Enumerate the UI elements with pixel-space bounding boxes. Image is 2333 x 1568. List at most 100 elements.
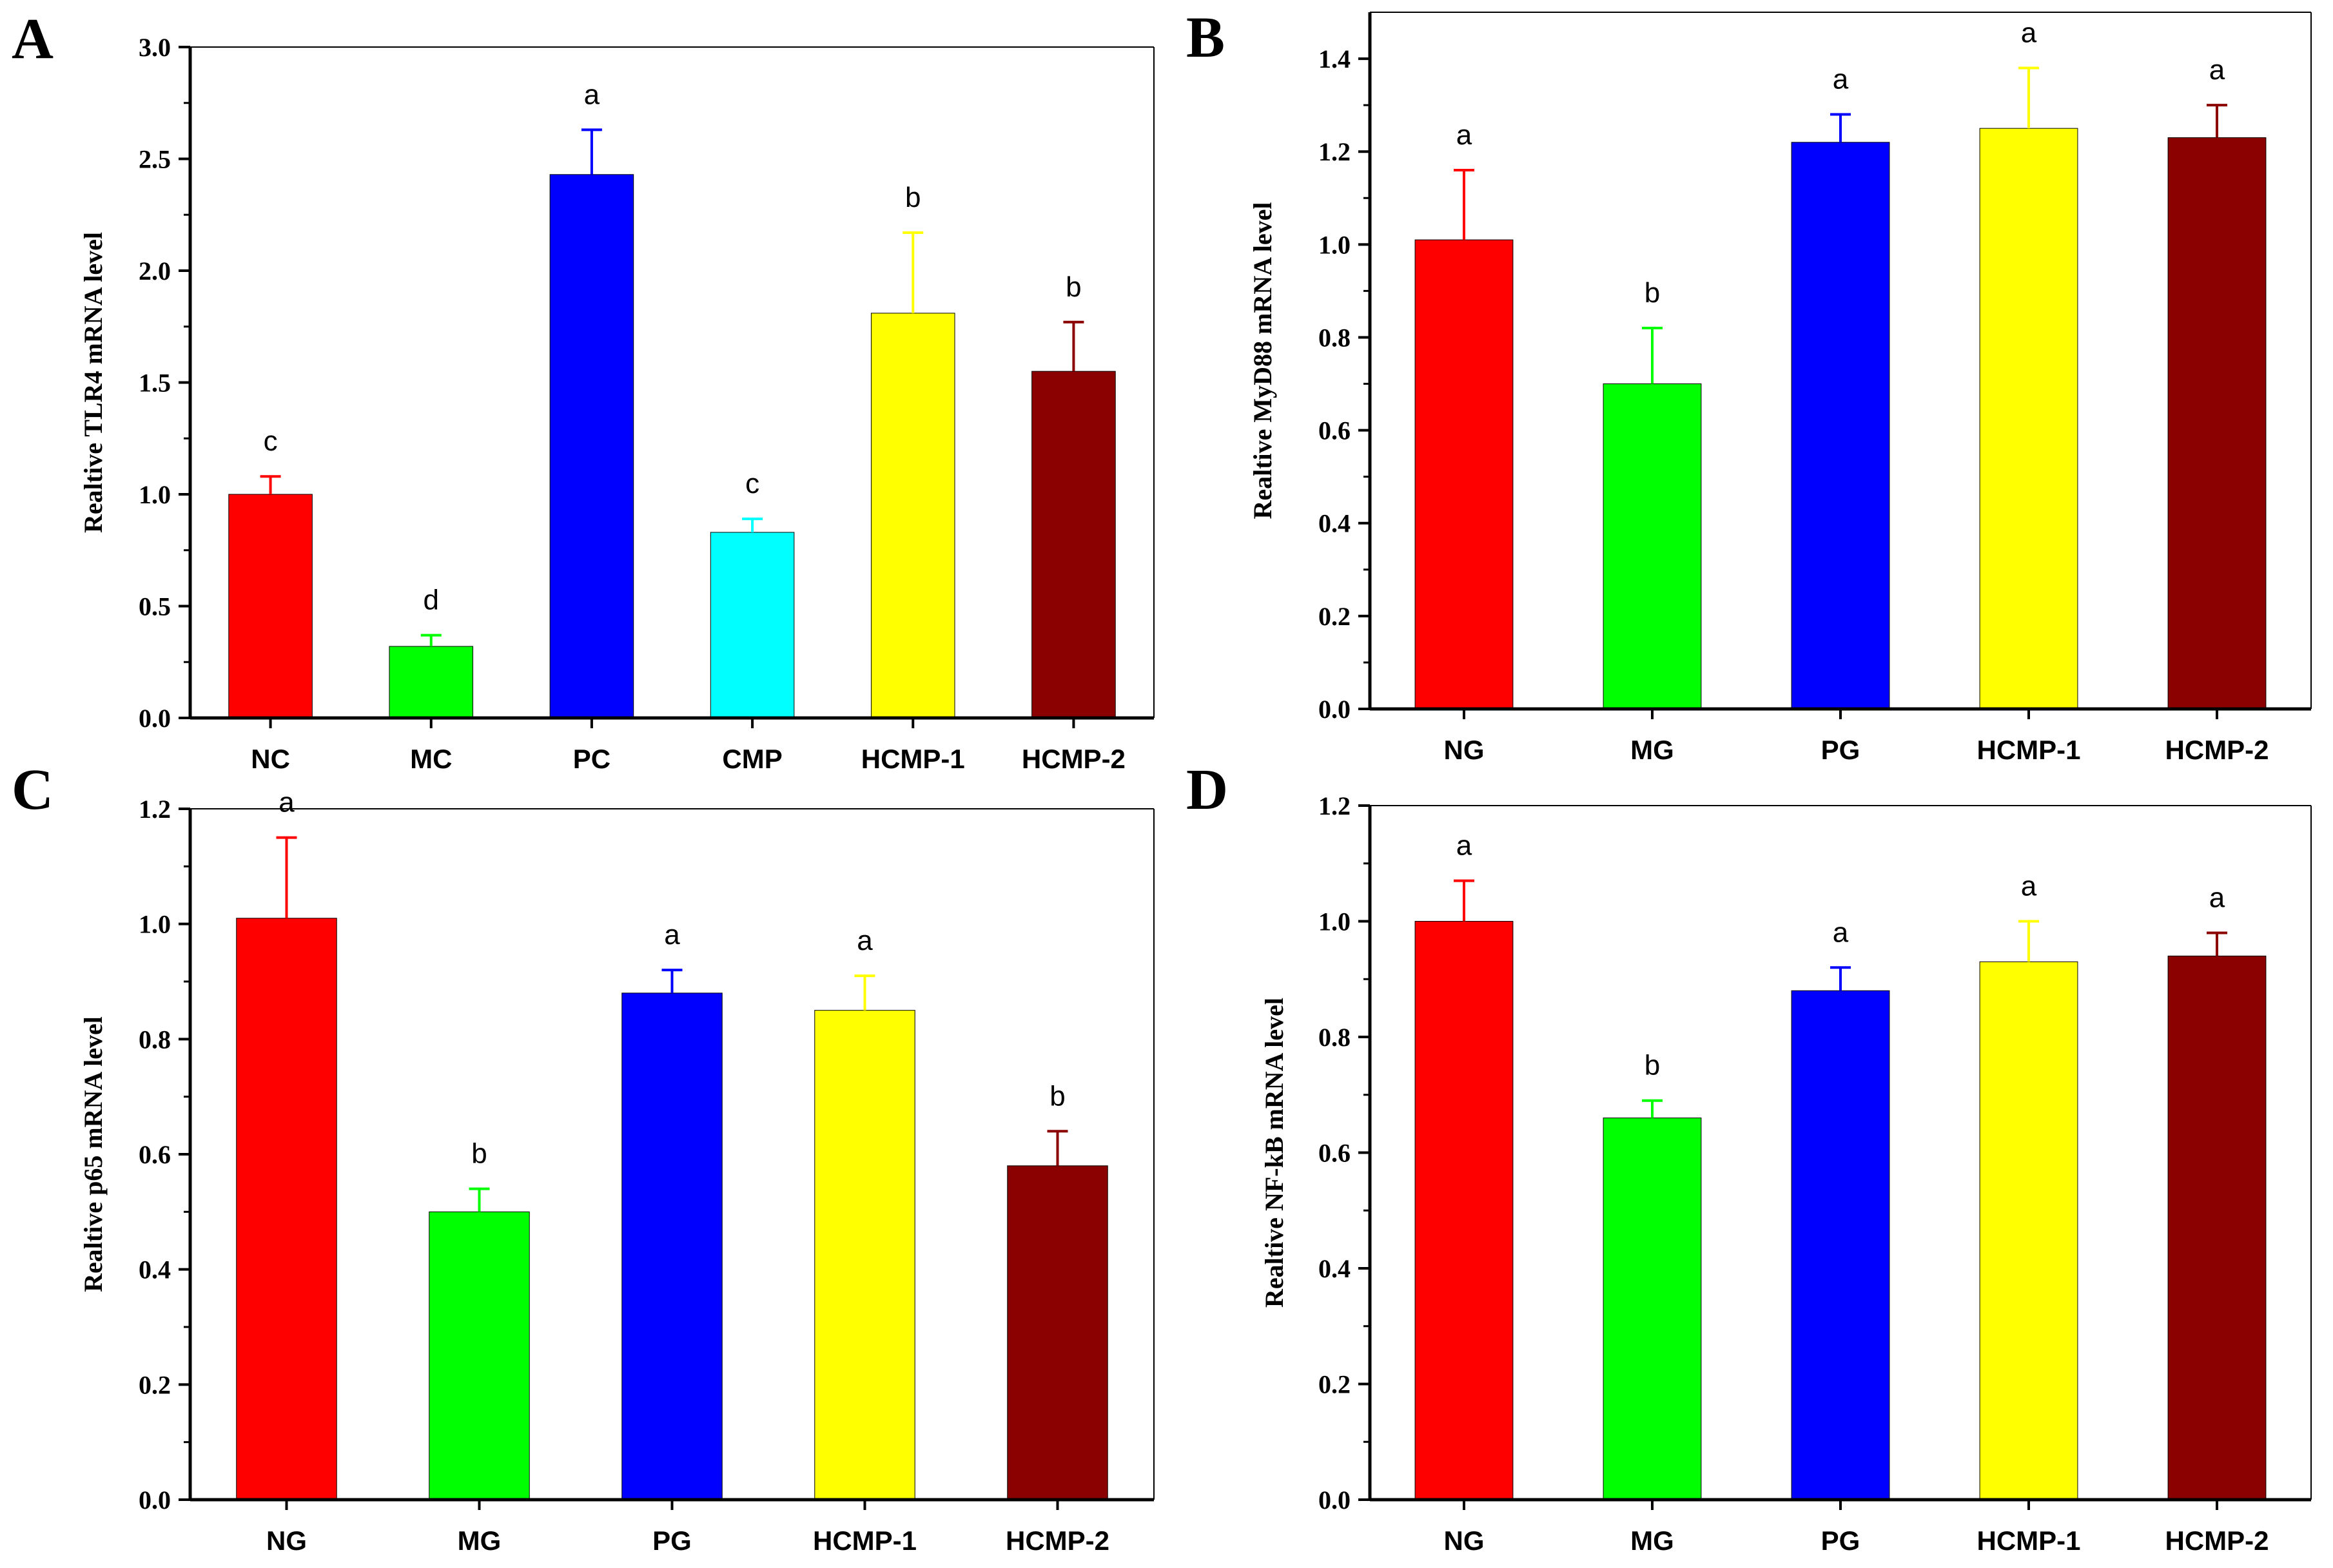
significance-label: a [1456, 119, 1472, 151]
x-tick-label: NG [1444, 1525, 1485, 1556]
y-tick-label: 0.8 [1318, 323, 1351, 352]
bar-hcmp-2 [1007, 1165, 1108, 1500]
y-tick-label: 1.5 [139, 369, 171, 398]
significance-label: b [1645, 1050, 1660, 1081]
y-tick-label: 0.2 [139, 1370, 171, 1399]
bar-nc [228, 494, 313, 719]
bar-hcmp-1 [1979, 961, 2078, 1500]
y-tick-label: 1.0 [1318, 230, 1351, 259]
y-tick-label: 1.0 [1318, 907, 1351, 936]
x-tick-label: HCMP-2 [2165, 735, 2269, 765]
y-axis-label: Realtive NF-kB mRNA level [1260, 998, 1289, 1308]
significance-label: a [278, 787, 295, 818]
x-tick-label: MC [410, 744, 452, 774]
bar-pg [1791, 990, 1890, 1500]
significance-label: c [745, 468, 759, 499]
panel-letter: C [12, 758, 54, 822]
y-tick-label: 0.4 [1318, 509, 1351, 538]
x-tick-label: PG [652, 1525, 692, 1556]
bar-pg [1791, 142, 1890, 710]
y-tick-label: 2.5 [139, 145, 171, 174]
significance-label: a [584, 79, 600, 110]
y-tick-label: 1.0 [139, 910, 171, 939]
y-tick-label: 0.6 [1318, 1139, 1351, 1168]
x-tick-label: PG [1821, 1525, 1860, 1556]
y-tick-label: 1.4 [1318, 44, 1351, 73]
significance-label: c [264, 425, 278, 457]
y-tick-label: 2.0 [139, 256, 171, 286]
x-tick-label: NG [1444, 735, 1485, 765]
y-tick-label: 0.8 [139, 1025, 171, 1054]
y-axis-label: Realtive TLR4 mRNA level [79, 232, 108, 533]
bar-hcmp-1 [870, 313, 955, 719]
bar-hcmp-2 [1031, 371, 1116, 719]
significance-label: a [857, 925, 873, 956]
x-tick-label: HCMP-2 [1006, 1525, 1109, 1556]
bar-ng [1414, 239, 1514, 710]
y-axis-label: Realtive MyD88 mRNA level [1248, 202, 1277, 519]
x-tick-label: MG [1630, 735, 1674, 765]
significance-label: b [1066, 271, 1081, 303]
bar-hcmp-2 [2167, 137, 2267, 710]
bar-mc [389, 646, 474, 719]
significance-label: b [905, 182, 921, 213]
panel-c: C 0.0 0.2 0.4 0.6 0.8 1.0 1.2 Realtive p65 mRNA … [12, 758, 1155, 1556]
bar-ng [236, 918, 337, 1500]
panel-letter: A [12, 7, 54, 71]
panel-a: A 0.0 0.5 1.0 1.5 2.0 2.5 3.0 Realtive TLR4 mRNA… [12, 7, 1155, 774]
panel-letter: D [1186, 758, 1228, 822]
bar-hcmp-1 [814, 1010, 915, 1500]
x-tick-label: CMP [722, 744, 782, 774]
y-tick-label: 0.4 [139, 1255, 171, 1284]
y-tick-label: 3.0 [139, 33, 171, 62]
x-tick-label: PG [1821, 735, 1860, 765]
significance-label: a [1833, 64, 1849, 95]
y-axis-label: Realtive p65 mRNA level [79, 1016, 108, 1292]
bar-pc [549, 174, 634, 719]
significance-label: a [2209, 882, 2225, 913]
significance-label: b [1049, 1080, 1065, 1112]
x-tick-label: MG [1630, 1525, 1674, 1556]
y-tick-label: 0.6 [1318, 416, 1351, 445]
x-tick-label: HCMP-2 [2165, 1525, 2269, 1556]
significance-label: a [1456, 830, 1472, 862]
y-tick-label: 0.0 [1318, 695, 1351, 724]
x-tick-label: HCMP-1 [1977, 735, 2080, 765]
significance-label: b [1645, 277, 1660, 309]
x-tick-label: NG [266, 1525, 307, 1556]
bar-mg [429, 1211, 530, 1500]
significance-label: a [2021, 17, 2037, 48]
y-tick-label: 0.0 [1318, 1486, 1351, 1515]
x-tick-label: PC [573, 744, 610, 774]
x-tick-label: MG [458, 1525, 502, 1556]
y-tick-label: 1.2 [1318, 137, 1351, 166]
bar-cmp [710, 532, 795, 719]
significance-label: a [2021, 871, 2037, 902]
y-tick-label: 1.2 [139, 795, 171, 824]
x-tick-label: HCMP-1 [1977, 1525, 2080, 1556]
y-tick-label: 0.2 [1318, 602, 1351, 631]
bar-mg [1603, 383, 1702, 710]
y-tick-label: 0.5 [139, 592, 171, 621]
bar-hcmp-1 [1979, 128, 2078, 710]
x-tick-label: HCMP-1 [861, 744, 965, 774]
x-tick-label: HCMP-1 [813, 1525, 917, 1556]
bar-hcmp-2 [2167, 955, 2267, 1500]
bar-pg [621, 992, 723, 1500]
significance-label: a [1833, 916, 1849, 948]
y-tick-label: 0.0 [139, 704, 171, 733]
y-tick-label: 0.8 [1318, 1023, 1351, 1052]
x-tick-label: NC [251, 744, 290, 774]
panel-letter: B [1186, 6, 1225, 70]
significance-label: d [424, 585, 439, 616]
y-tick-label: 0.2 [1318, 1370, 1351, 1399]
y-tick-label: 0.6 [139, 1140, 171, 1169]
y-tick-label: 1.0 [139, 480, 171, 509]
significance-label: a [664, 919, 680, 951]
y-tick-label: 1.2 [1318, 791, 1351, 820]
y-tick-label: 0.4 [1318, 1254, 1351, 1283]
x-tick-label: HCMP-2 [1022, 744, 1126, 774]
bar-ng [1414, 921, 1514, 1500]
significance-label: b [471, 1138, 487, 1170]
